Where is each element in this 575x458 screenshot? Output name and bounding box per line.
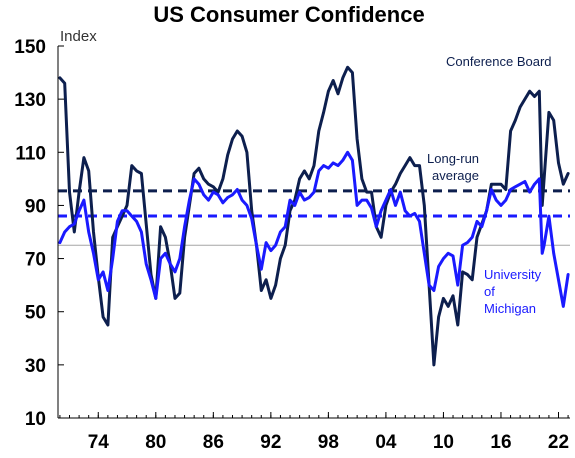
y-tick-label: 50 [25, 303, 46, 324]
umich-label-line1: University [484, 267, 542, 282]
x-tick-label: 16 [490, 432, 511, 453]
x-tick-label: 98 [318, 432, 339, 453]
long-run-label-line2: average [432, 168, 479, 183]
y-tick-label: 30 [25, 356, 46, 377]
conference-board-label: Conference Board [446, 54, 552, 69]
y-tick-label: 70 [25, 250, 46, 271]
y-tick-label: 150 [14, 37, 46, 58]
x-tick-label: 22 [548, 432, 569, 453]
umich-label-line2: of [484, 284, 495, 299]
y-tick-label: 90 [25, 196, 46, 217]
x-tick-label: 74 [88, 432, 110, 453]
y-tick-label: 10 [25, 409, 46, 430]
x-tick-label: 04 [375, 432, 397, 453]
x-tick-label: 10 [433, 432, 454, 453]
y-axis-ticks: 10 30 50 70 90 110 130 150 [14, 37, 64, 430]
series-lines [58, 65, 570, 367]
series-line-university-of-michigan [58, 150, 570, 308]
umich-label-line3: Michigan [484, 301, 536, 316]
y-tick-label: 130 [14, 90, 46, 111]
x-axis-ticks: 74 80 86 92 98 04 10 16 22 [59, 412, 569, 453]
x-tick-label: 80 [145, 432, 166, 453]
x-tick-label: 86 [203, 432, 224, 453]
y-axis-unit: Index [60, 28, 97, 45]
y-tick-label: 110 [15, 143, 46, 164]
axes [57, 46, 570, 419]
chart-title: US Consumer Confidence [153, 2, 424, 27]
long-run-label-line1: Long-run [427, 151, 479, 166]
x-tick-label: 92 [260, 432, 281, 453]
